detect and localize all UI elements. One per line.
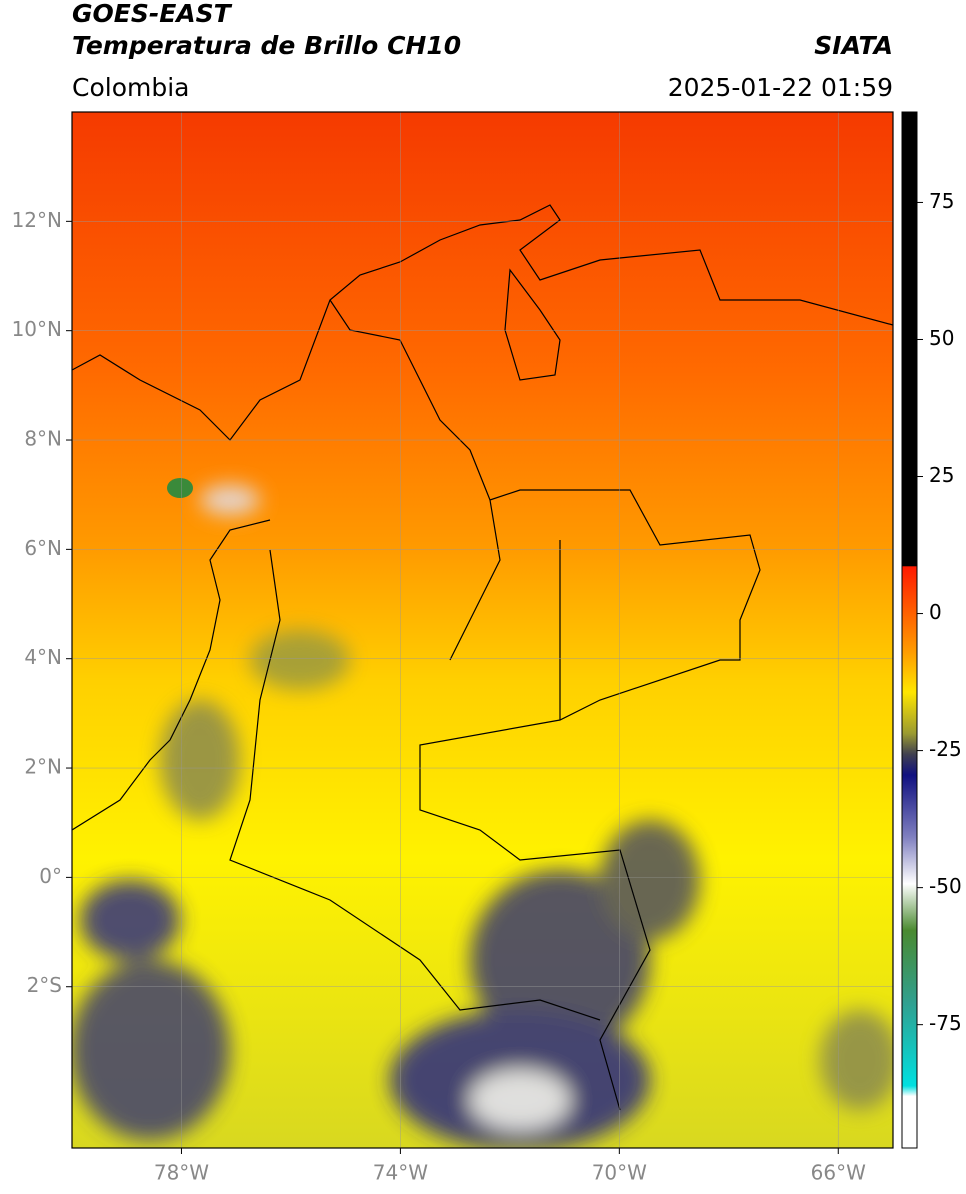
colorbar-tick-label: 50	[929, 326, 954, 350]
imagery	[72, 112, 893, 1148]
timestamp: 2025-01-22 01:59	[668, 73, 893, 102]
graticule	[72, 112, 893, 1148]
y-tick-label: 12°N	[12, 208, 62, 232]
region: Colombia	[72, 73, 189, 102]
map-frame	[71, 111, 894, 1149]
y-tick-label: 2°N	[24, 755, 62, 779]
y-tick-label: 8°N	[24, 427, 62, 451]
y-tick-label: 2°S	[27, 973, 62, 997]
x-tick-label: 74°W	[373, 1161, 428, 1185]
y-tick-label: 0°	[39, 864, 62, 888]
subtitle: Temperatura de Brillo CH10	[72, 31, 461, 60]
x-tick-label: 70°W	[592, 1161, 647, 1185]
x-tick-label: 78°W	[154, 1161, 209, 1185]
source: SIATA	[814, 31, 893, 60]
y-tick-label: 4°N	[24, 645, 62, 669]
colorbar-tick-label: -75	[929, 1011, 962, 1035]
colorbar-tick-label: 0	[929, 600, 942, 624]
colorbar	[901, 111, 918, 1149]
colorbar-tick-label: 25	[929, 463, 954, 487]
colorbar-tick-label: 75	[929, 189, 954, 213]
y-tick-label: 6°N	[24, 536, 62, 560]
y-tick-label: 10°N	[12, 317, 62, 341]
colorbar-tick-label: -25	[929, 737, 962, 761]
x-tick-label: 66°W	[811, 1161, 866, 1185]
colorbar-tick-label: -50	[929, 874, 962, 898]
title: GOES-EAST	[72, 0, 233, 28]
